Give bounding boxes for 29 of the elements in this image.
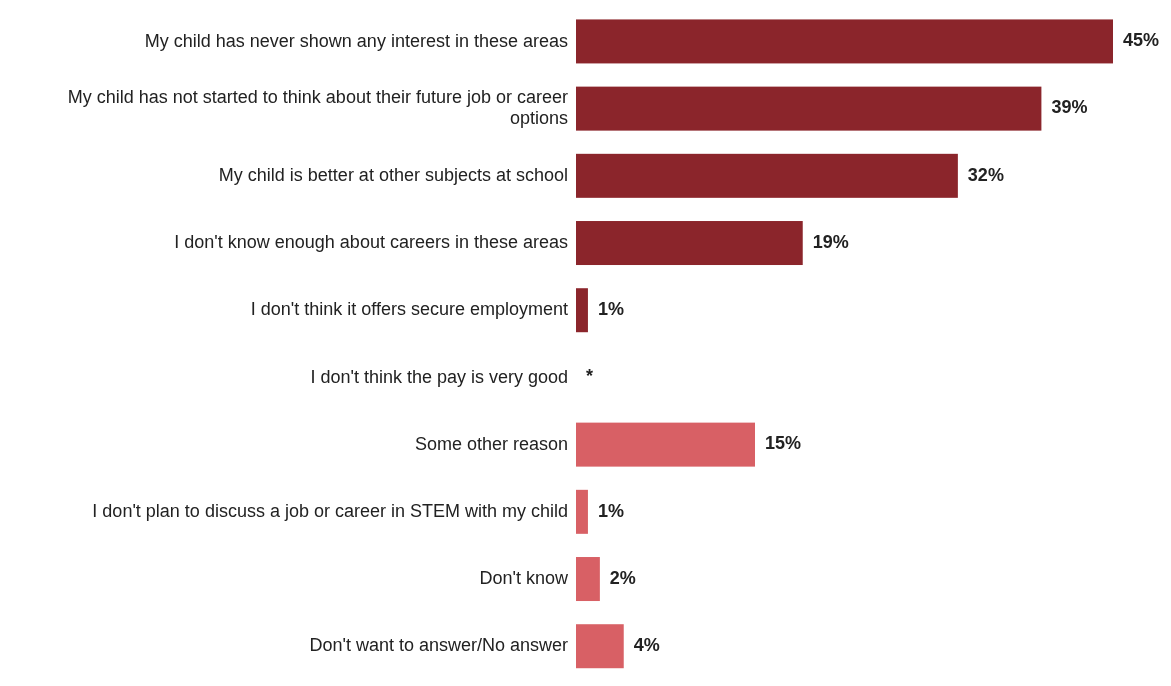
bar [576,221,803,266]
data-label: 1% [597,298,624,319]
y-tick-label: My child has never shown any interest in these areas [144,30,568,51]
bar [576,489,588,534]
data-label: 15% [765,433,802,454]
bar [576,422,755,467]
data-label: 4% [633,634,660,655]
bar [576,153,958,198]
y-tick-label: Some other reason [414,433,568,454]
data-label: * [586,366,594,387]
data-label: 19% [812,231,849,252]
bar [576,86,1042,131]
y-tick-label: Don't know [479,567,569,588]
y-tick-label: My child is better at other subjects at school [218,164,568,185]
y-tick-label: I don't think it offers secure employment [250,299,568,320]
data-label: 32% [967,164,1004,185]
bar [576,624,624,669]
y-tick-label: My child has not started to think about their future job or career options [67,87,568,129]
data-label: 39% [1051,97,1088,118]
y-tick-label: I don't think the pay is very good [310,366,568,387]
y-tick-label: I don't know enough about careers in these areas [174,231,568,252]
data-label: 45% [1123,30,1160,51]
bar [576,288,588,333]
bar [576,19,1113,64]
y-tick-label: Don't want to answer/No answer [309,635,568,656]
data-label: 1% [597,500,624,521]
y-tick-label: I don't plan to discuss a job or career in STEM with my child [92,500,568,521]
bar [576,557,600,602]
data-label: 2% [609,567,636,588]
